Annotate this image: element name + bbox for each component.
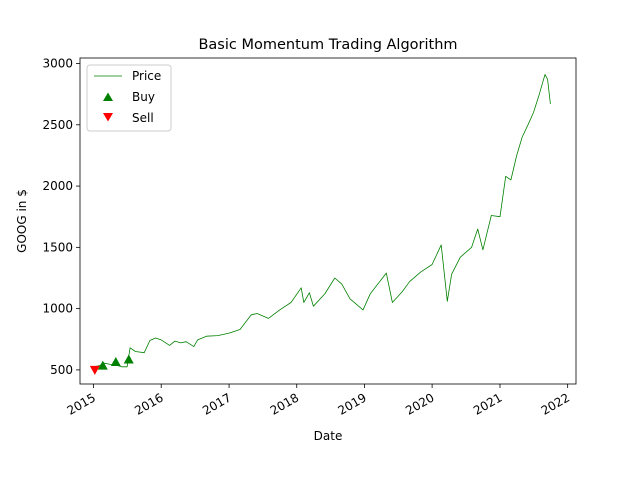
chart-title: Basic Momentum Trading Algorithm	[198, 37, 457, 53]
y-tick-label: 3000	[42, 57, 73, 71]
y-tick-label: 500	[50, 363, 73, 377]
buy-marker	[123, 354, 134, 364]
buy-marker	[97, 360, 108, 370]
y-tick-label: 2500	[42, 118, 73, 132]
legend: Price Buy Sell	[86, 64, 172, 132]
y-tick-label: 1000	[42, 302, 73, 316]
plot-area	[89, 74, 551, 375]
buy-marker	[110, 356, 121, 366]
sell-marker	[89, 365, 100, 375]
price-line	[93, 74, 551, 368]
legend-buy-label: Buy	[132, 90, 155, 104]
legend-buy-marker	[103, 92, 113, 101]
y-tick-label: 1500	[42, 240, 73, 254]
y-tick-label: 2000	[42, 179, 73, 193]
legend-sell-label: Sell	[132, 111, 154, 125]
plot-frame	[79, 57, 577, 385]
y-axis-label: GOOG in $	[15, 189, 29, 253]
legend-sell-marker	[103, 113, 113, 122]
x-axis-label: Date	[314, 429, 343, 443]
legend-price-label: Price	[132, 69, 161, 83]
